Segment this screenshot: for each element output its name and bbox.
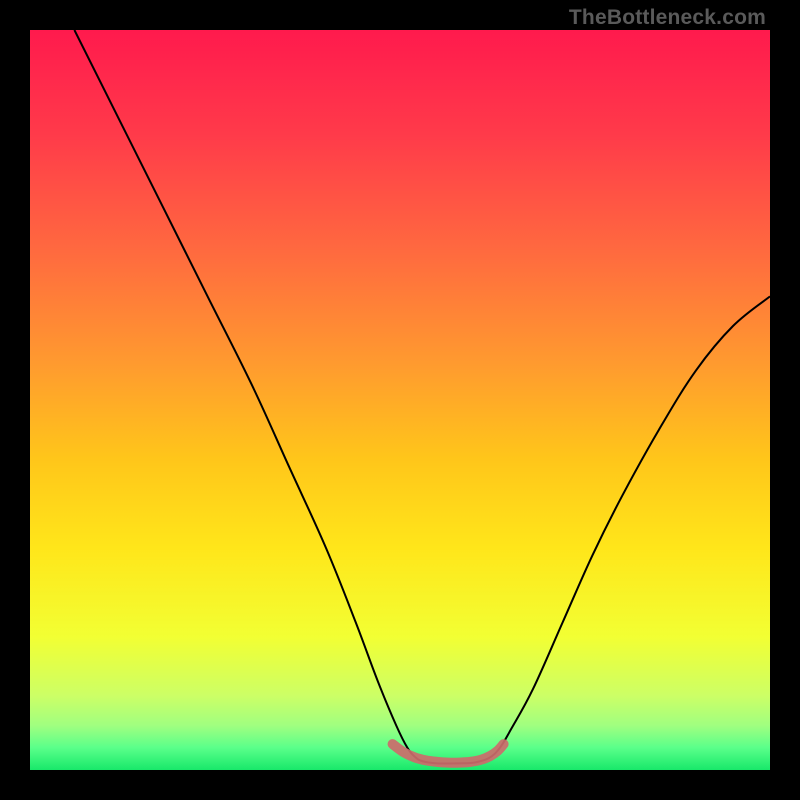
plot-area (30, 30, 770, 770)
watermark-text: TheBottleneck.com (569, 6, 766, 30)
chart-container: TheBottleneck.com (0, 0, 800, 800)
plot-svg (30, 30, 770, 770)
plot-background (30, 30, 770, 770)
